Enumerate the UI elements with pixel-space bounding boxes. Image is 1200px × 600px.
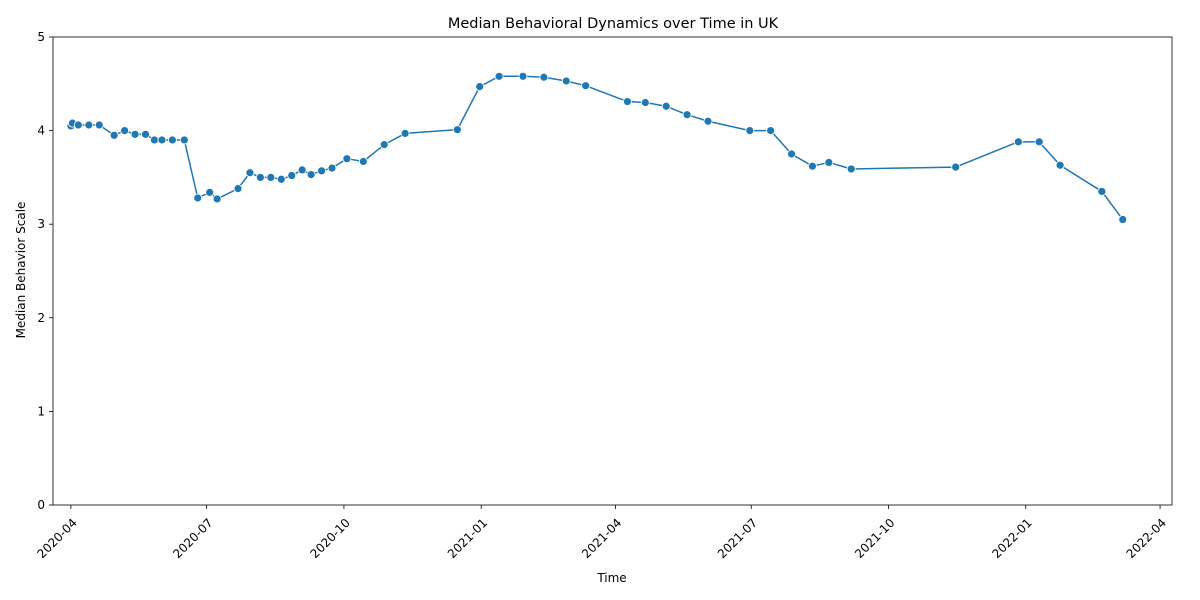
- data-point: [179, 135, 189, 145]
- y-axis-title: Median Behavior Scale: [14, 202, 28, 339]
- y-tick-label: 2: [37, 311, 45, 325]
- y-tick-label: 4: [37, 124, 45, 138]
- data-point: [452, 125, 462, 135]
- data-point: [317, 166, 326, 176]
- data-point: [475, 82, 485, 92]
- data-point: [494, 71, 504, 81]
- data-point: [193, 193, 203, 203]
- data-point: [150, 135, 159, 145]
- data-point: [766, 126, 776, 136]
- data-point: [233, 184, 243, 194]
- data-point: [141, 129, 150, 139]
- x-axis-title: Time: [596, 571, 626, 585]
- data-point: [539, 72, 549, 82]
- data-point: [846, 164, 856, 174]
- data-point: [1118, 215, 1128, 224]
- data-point: [245, 168, 255, 178]
- data-point: [1055, 160, 1065, 170]
- data-point: [167, 135, 177, 145]
- data-point: [266, 172, 276, 182]
- y-tick-label: 0: [37, 498, 45, 512]
- y-tick-label: 1: [37, 404, 45, 418]
- data-point: [400, 129, 410, 138]
- data-point: [327, 163, 337, 173]
- data-point: [255, 172, 265, 182]
- y-tick-label: 5: [37, 30, 45, 44]
- data-point: [94, 120, 104, 130]
- data-point: [703, 116, 713, 126]
- chart-title: Median Behavioral Dynamics over Time in …: [448, 16, 779, 32]
- data-point: [808, 161, 817, 171]
- data-point: [306, 170, 316, 179]
- data-point: [951, 162, 961, 172]
- data-point: [297, 165, 307, 175]
- data-point: [157, 135, 167, 145]
- data-point: [1034, 137, 1044, 147]
- data-point: [205, 187, 215, 197]
- data-point: [120, 126, 130, 136]
- data-point: [276, 174, 286, 184]
- data-point: [379, 140, 389, 150]
- data-point: [287, 171, 297, 180]
- data-point: [787, 149, 796, 159]
- data-point: [109, 130, 119, 140]
- data-point: [1097, 187, 1107, 196]
- data-point: [661, 101, 671, 111]
- data-point: [682, 110, 692, 120]
- data-point: [1013, 137, 1023, 147]
- data-point: [640, 98, 650, 107]
- data-point: [581, 81, 591, 91]
- data-point: [745, 126, 755, 136]
- data-point: [342, 154, 352, 164]
- data-point: [84, 120, 94, 130]
- data-point: [518, 71, 528, 81]
- plot-frame: [52, 36, 1173, 506]
- data-point: [824, 158, 834, 167]
- data-point: [73, 120, 83, 130]
- data-point: [358, 157, 368, 166]
- data-point: [212, 194, 222, 204]
- data-point: [623, 97, 632, 106]
- data-point: [561, 76, 571, 86]
- data-point: [130, 129, 140, 139]
- y-tick-label: 3: [37, 217, 45, 231]
